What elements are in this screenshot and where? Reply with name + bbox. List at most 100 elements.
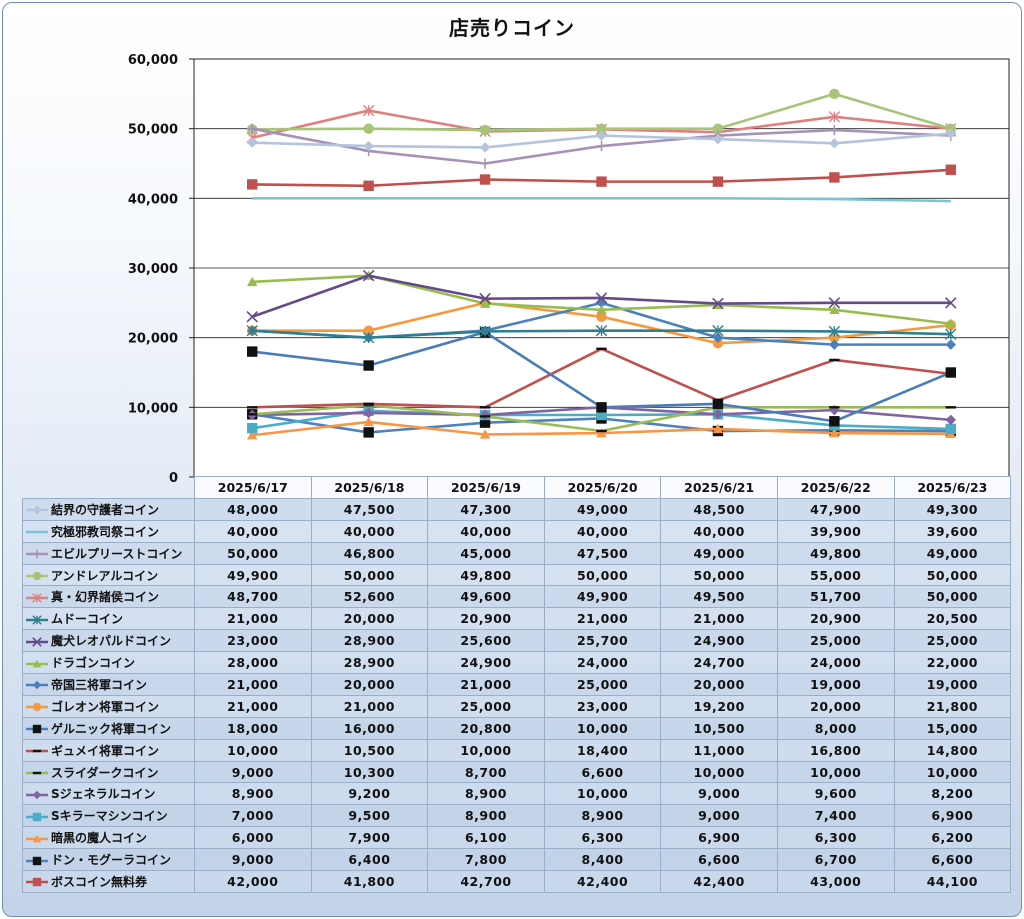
legend-entry: アンドレアルコイン xyxy=(22,563,195,587)
data-point xyxy=(247,123,258,134)
data-point xyxy=(479,429,491,439)
series-name: ドン・モグーラコイン xyxy=(51,853,172,868)
data-label: 7,900 xyxy=(310,826,429,850)
data-point xyxy=(596,130,607,141)
series-group xyxy=(247,128,956,153)
data-point xyxy=(595,292,608,304)
data-point xyxy=(247,413,258,416)
data-label: 42,400 xyxy=(543,870,662,893)
data-point xyxy=(829,124,840,136)
data-point xyxy=(363,325,374,336)
data-label: 47,300 xyxy=(427,497,545,521)
legend-entry: Sジェネラルコイン xyxy=(22,782,195,806)
data-point xyxy=(479,174,491,185)
data-point xyxy=(596,140,607,152)
data-label: 6,700 xyxy=(776,848,895,872)
legend-key-icon xyxy=(26,834,48,843)
y-tick-label: 60,000 xyxy=(128,53,178,68)
data-point xyxy=(32,790,42,800)
data-point xyxy=(362,269,375,282)
data-point xyxy=(363,360,374,371)
legend-entry: 暗黒の魔人コイン xyxy=(22,826,195,850)
data-label: 50,000 xyxy=(893,563,1012,587)
data-label: 55,000 xyxy=(776,563,895,587)
table-row: スライダークコイン 9,000 10,300 8,700 6,600 10,000 10,0… xyxy=(22,760,1012,784)
series-name: ゲルニック将軍コイン xyxy=(51,721,172,736)
data-point xyxy=(596,304,607,314)
data-point xyxy=(32,659,42,667)
data-label: 24,900 xyxy=(427,651,545,675)
data-point xyxy=(829,138,840,149)
data-label: 9,000 xyxy=(660,782,778,806)
data-label: 40,000 xyxy=(543,519,662,543)
data-label: 50,000 xyxy=(310,563,429,587)
data-point xyxy=(363,140,374,152)
data-point xyxy=(596,409,607,421)
data-label: 6,200 xyxy=(893,826,1012,850)
data-label: 23,000 xyxy=(543,694,662,718)
data-label: 39,600 xyxy=(893,519,1012,543)
data-label: 8,400 xyxy=(543,848,662,872)
data-point xyxy=(32,771,42,775)
legend-entry: ドラゴンコイン xyxy=(22,651,195,675)
data-label: 20,000 xyxy=(310,607,429,631)
data-point xyxy=(363,123,374,134)
data-point xyxy=(362,331,375,344)
data-label: 11,000 xyxy=(660,738,778,762)
data-point xyxy=(32,593,42,603)
data-label: 25,000 xyxy=(427,694,545,718)
data-label: 19,000 xyxy=(893,673,1012,696)
table-row: アンドレアルコイン 49,900 50,000 49,800 50,000 50,000 5… xyxy=(22,563,1012,587)
data-point xyxy=(945,367,956,378)
legend-entry: ムドーコイン xyxy=(22,607,195,631)
data-point xyxy=(828,297,841,309)
data-point xyxy=(595,325,608,337)
legend-key-icon xyxy=(26,703,48,712)
data-label: 49,000 xyxy=(660,541,778,565)
data-label: 49,900 xyxy=(543,585,662,609)
data-point xyxy=(596,347,607,351)
chart-title: 店売りコイン xyxy=(449,16,575,40)
data-point xyxy=(32,856,42,865)
data-label: 6,100 xyxy=(427,826,545,850)
data-point xyxy=(32,506,42,515)
data-label: 9,600 xyxy=(776,782,895,806)
data-label: 20,800 xyxy=(427,716,545,740)
data-label: 43,000 xyxy=(776,870,895,893)
data-label: 42,400 xyxy=(660,870,778,893)
data-point xyxy=(32,615,42,625)
data-label: 40,000 xyxy=(660,519,778,543)
data-point xyxy=(712,338,724,349)
data-point xyxy=(32,725,42,734)
series-group xyxy=(247,88,956,136)
data-point xyxy=(247,430,258,440)
data-point xyxy=(32,703,42,712)
data-label: 7,000 xyxy=(194,804,312,828)
data-point xyxy=(712,409,724,420)
data-label: 8,900 xyxy=(427,804,545,828)
data-point xyxy=(945,318,956,328)
data-label: 50,000 xyxy=(893,585,1012,609)
legend-entry: 帝国三将軍コイン xyxy=(22,673,195,696)
data-label: 9,000 xyxy=(194,848,312,872)
legend-key-icon xyxy=(26,725,48,734)
data-label: 48,700 xyxy=(194,585,312,609)
y-tick-label: 20,000 xyxy=(128,332,178,347)
data-point xyxy=(829,406,840,409)
data-point xyxy=(712,332,724,343)
data-label: 25,000 xyxy=(543,673,662,696)
data-label: 8,000 xyxy=(776,716,895,740)
data-label: 49,000 xyxy=(543,497,662,521)
data-label: 6,300 xyxy=(776,826,895,850)
data-label: 23,000 xyxy=(194,629,312,653)
legend-key-icon xyxy=(26,571,48,581)
data-label: 50,000 xyxy=(660,563,778,587)
data-table: 2025/6/17 2025/6/18 2025/6/19 2025/6/20 2025… xyxy=(22,476,1012,893)
data-label: 50,000 xyxy=(543,563,662,587)
data-point xyxy=(479,417,491,428)
data-point xyxy=(479,325,491,338)
data-label: 10,300 xyxy=(310,760,429,784)
data-point xyxy=(247,179,258,190)
x-tick-label: 2025/6/20 xyxy=(543,476,662,499)
table-row: ギュメイ将軍コイン 10,000 10,500 10,000 18,400 11,000 1… xyxy=(22,738,1012,762)
